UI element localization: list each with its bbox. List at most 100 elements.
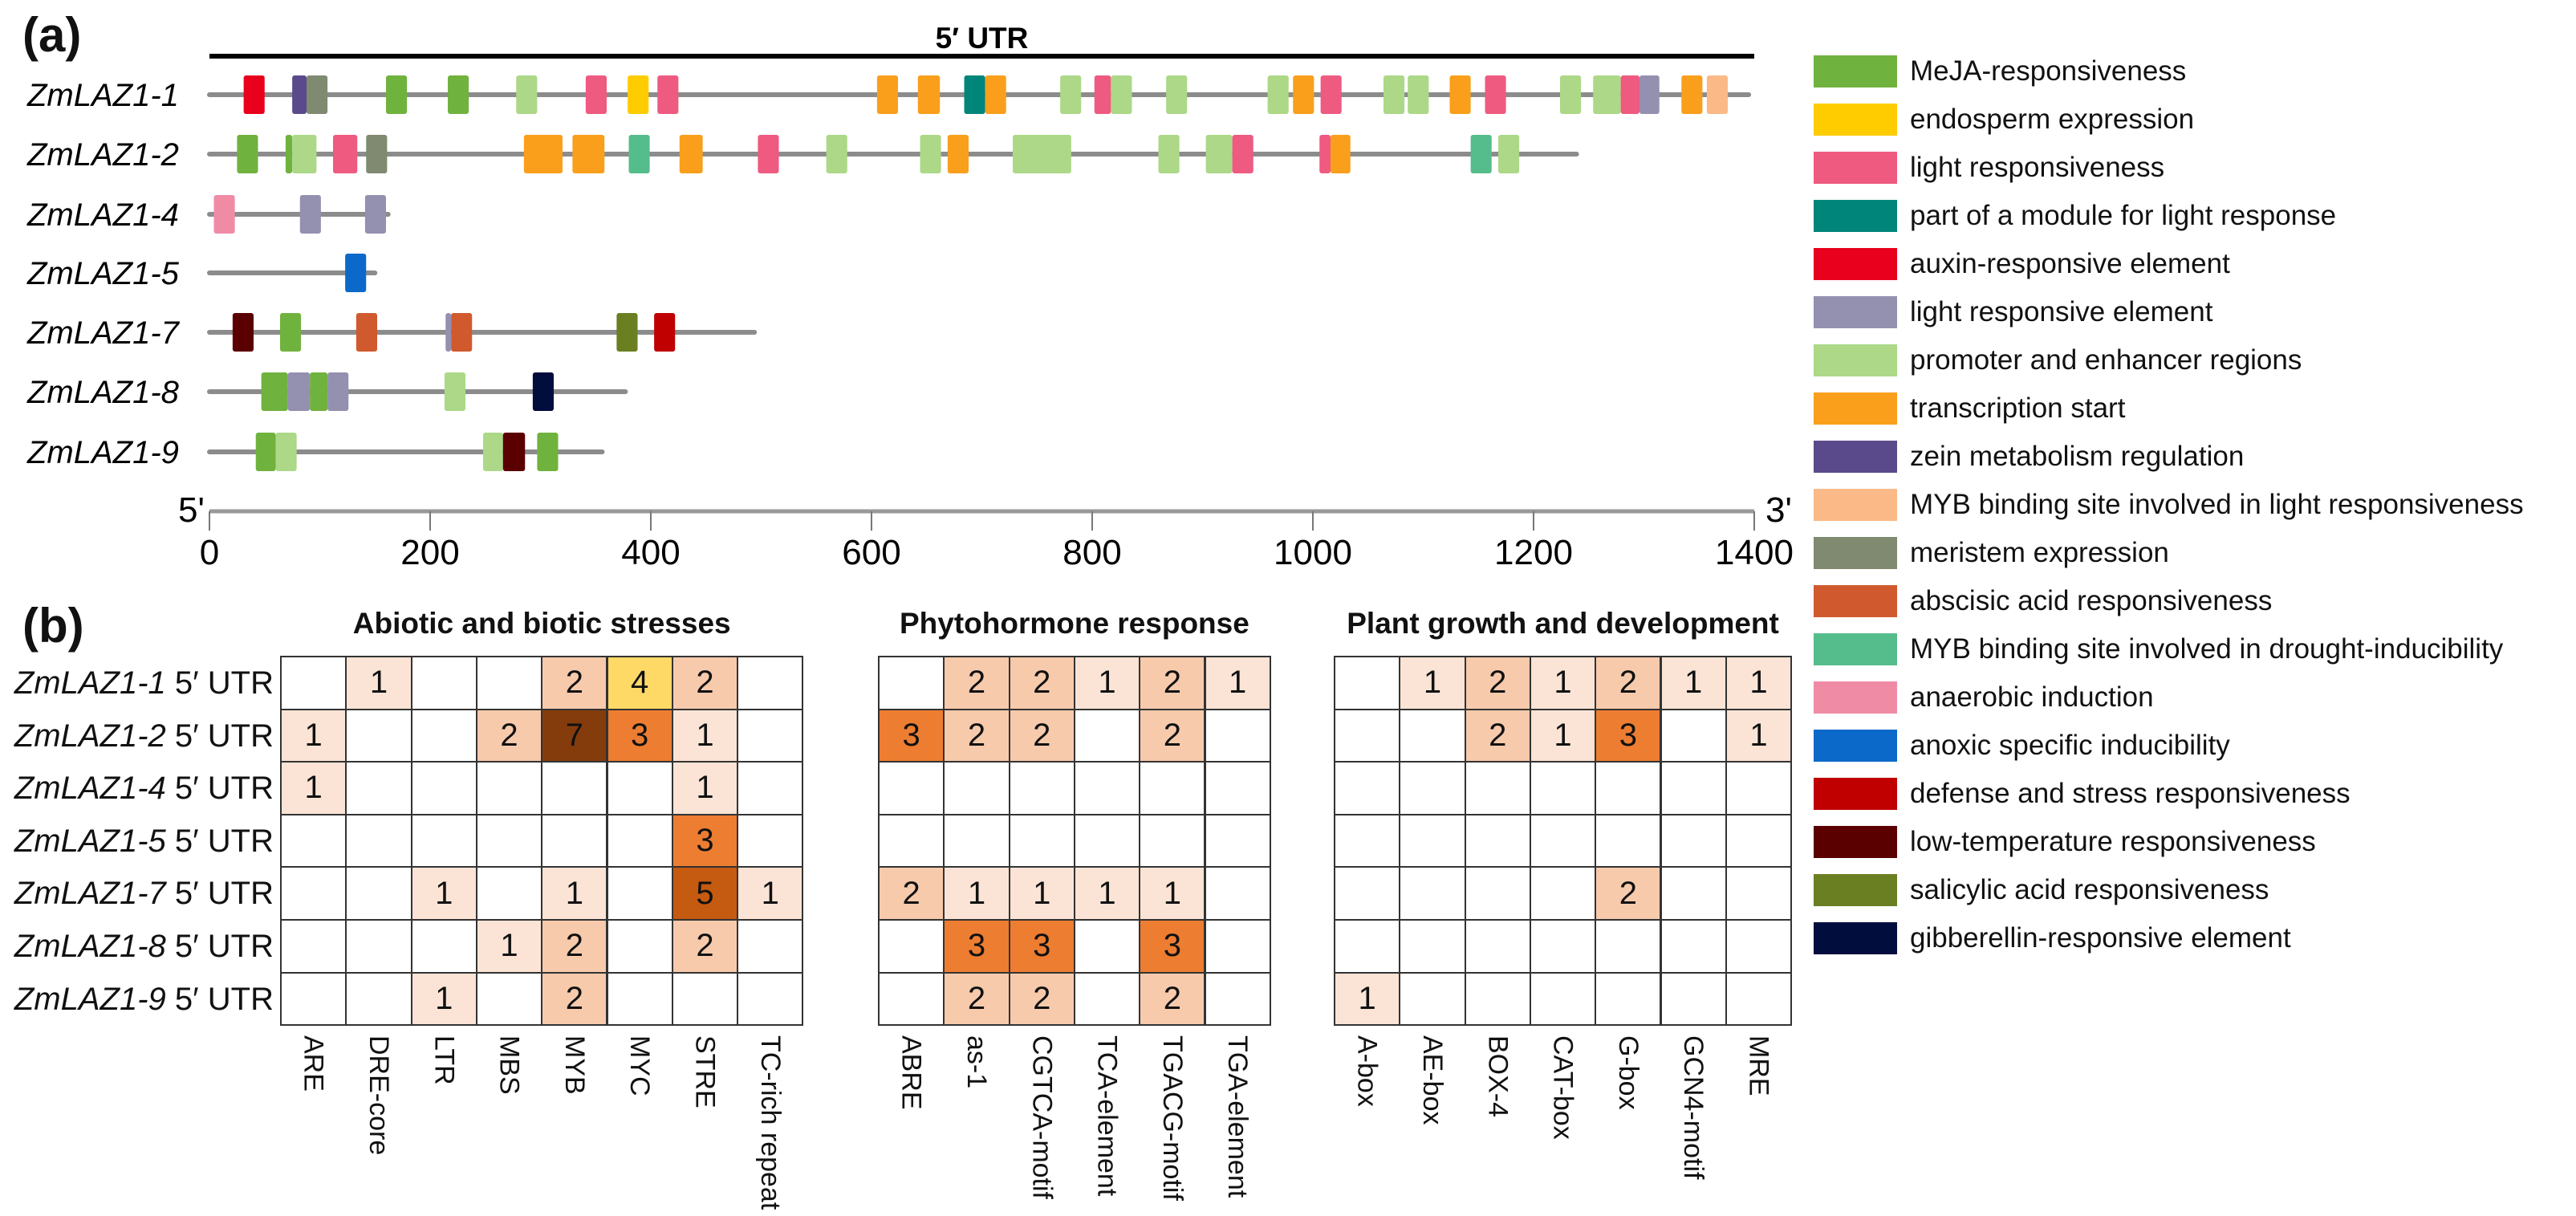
legend-swatch (1814, 489, 1897, 521)
heatmap-column-label: GCN4-motif (1678, 1035, 1709, 1180)
heatmap-cell: 3 (671, 813, 739, 868)
heatmap-cell (1595, 761, 1662, 815)
legend-label: anoxic specific inducibility (1910, 730, 2230, 761)
heatmap-cell (280, 971, 347, 1027)
legend-label: defense and stress responsiveness (1910, 778, 2350, 809)
gene-row: ZmLAZ1-1 (26, 75, 1752, 114)
heatmap-cell (878, 813, 945, 868)
heatmap-column-label: BOX-4 (1482, 1035, 1514, 1118)
heatmap-cell: 1 (280, 708, 347, 763)
heatmap-cell: 1 (671, 708, 739, 763)
heatmap-column-label: MYC (624, 1035, 656, 1096)
heatmap-cell (345, 813, 412, 868)
heatmap-cell (1204, 708, 1271, 763)
heatmap-cell (410, 919, 477, 974)
gene-row: ZmLAZ1-8 (26, 372, 628, 411)
heatmap-cell (1008, 761, 1075, 815)
heatmap-cell (1725, 971, 1793, 1027)
cis-element-box (285, 135, 293, 173)
heatmap-row-label: ZmLAZ1-7 5′ UTR (0, 867, 274, 920)
heatmap-cell (943, 813, 1010, 868)
cis-element-box (275, 433, 297, 471)
three-prime-label: 3' (1765, 490, 1792, 530)
cis-element-box (364, 195, 386, 234)
row-gene-name: ZmLAZ1-4 (14, 771, 166, 807)
legend-item: anaerobic induction (1814, 681, 2154, 714)
heatmap-cell (1660, 971, 1727, 1027)
row-suffix: 5′ UTR (174, 823, 274, 859)
legend-item: endosperm expression (1814, 104, 2194, 136)
heatmap-cell (606, 761, 673, 815)
heatmap-cell: 2 (1464, 708, 1531, 763)
cis-element-box (1060, 75, 1082, 114)
legend-item: MYB binding site involved in light respo… (1814, 489, 2524, 521)
legend-item: anoxic specific inducibility (1814, 730, 2230, 762)
heatmap-cell (1595, 971, 1662, 1027)
legend-item: light responsiveness (1814, 152, 2164, 184)
heatmap-cell: 2 (671, 656, 739, 710)
gene-row: ZmLAZ1-9 (26, 433, 605, 471)
heatmap-cell (345, 971, 412, 1027)
heatmap-cell: 1 (1725, 656, 1793, 710)
heatmap-cell (1595, 813, 1662, 868)
heatmap-cell (1529, 761, 1597, 815)
legend-swatch (1814, 104, 1897, 136)
legend-item: meristem expression (1814, 537, 2169, 569)
heatmap-cell (1073, 971, 1141, 1027)
cis-element-box (532, 372, 554, 411)
heatmap-row-label: ZmLAZ1-8 5′ UTR (0, 920, 274, 973)
cis-element-box (537, 433, 559, 471)
cis-element-box (964, 75, 985, 114)
legend-item: promoter and enhancer regions (1814, 344, 2302, 376)
heatmap-cell (345, 708, 412, 763)
row-gene-name: ZmLAZ1-5 (14, 823, 166, 859)
legend-item: transcription start (1814, 392, 2125, 425)
heatmap-cell (1399, 813, 1466, 868)
x-axis-tick-label: 1200 (1494, 533, 1573, 572)
heatmap-cell: 2 (475, 708, 543, 763)
heatmap-cell (1529, 813, 1597, 868)
cis-element-box (917, 75, 941, 114)
legend-item: defense and stress responsiveness (1814, 778, 2350, 810)
heatmap-cell: 2 (1008, 971, 1075, 1027)
legend-label: endosperm expression (1910, 104, 2195, 135)
heatmap-column-label: TGA-element (1222, 1035, 1253, 1198)
heatmap-cell (737, 919, 804, 974)
heatmap-cell (737, 656, 804, 710)
legend-label: low-temperature responsiveness (1910, 826, 2316, 857)
heatmap-cell (1334, 919, 1401, 974)
heatmap-cell: 1 (671, 761, 739, 815)
heatmap-cell (671, 971, 739, 1027)
heatmap-cell (1139, 813, 1206, 868)
heatmap-cell: 1 (1334, 971, 1401, 1027)
cis-element-box (356, 313, 377, 352)
heatmap-cell (1725, 866, 1793, 921)
heatmap-cell (1399, 971, 1466, 1027)
heatmap-row-label: ZmLAZ1-4 5′ UTR (0, 762, 274, 815)
heatmap-cell (1529, 971, 1597, 1027)
cis-element-box (1449, 75, 1471, 114)
legend-label: part of a module for light response (1910, 200, 2337, 231)
cis-element-box (280, 313, 302, 352)
legend-label: light responsiveness (1910, 152, 2165, 183)
x-axis-tick-label: 200 (400, 533, 459, 572)
gene-row: ZmLAZ1-4 (26, 195, 391, 234)
heatmap-cell: 1 (541, 866, 608, 921)
heatmap-column-label: ARE (298, 1035, 329, 1092)
legend-item: low-temperature responsiveness (1814, 826, 2316, 858)
heatmap-cell (1399, 919, 1466, 974)
cis-element-box (654, 313, 676, 352)
legend-label: MYB binding site involved in drought-ind… (1910, 633, 2504, 665)
heatmap-cell (878, 919, 945, 974)
cis-element-box (483, 433, 503, 471)
heatmap-cell (1334, 761, 1401, 815)
row-gene-name: ZmLAZ1-7 (14, 876, 166, 912)
heatmap-cell: 3 (606, 708, 673, 763)
heatmap-cell (606, 971, 673, 1027)
heatmap-cell (1464, 919, 1531, 974)
heatmap-cell (1073, 708, 1141, 763)
heatmap-cell: 1 (280, 761, 347, 815)
heatmap-cell (1204, 866, 1271, 921)
legend-swatch (1814, 585, 1897, 617)
heatmap-cell (410, 813, 477, 868)
